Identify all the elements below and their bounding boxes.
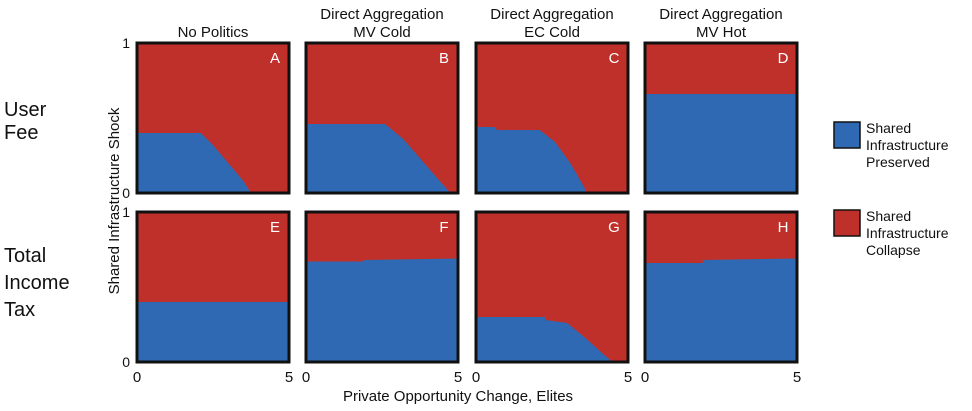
y-axis-label: Shared Infrastructure Shock bbox=[106, 107, 123, 294]
panel-b: B bbox=[304, 41, 460, 195]
row-title-1-line2: Fee bbox=[4, 122, 38, 144]
panel-d: D bbox=[643, 41, 799, 195]
y-tick-row1-0: 0 bbox=[122, 185, 130, 201]
panel-g-preserved-region bbox=[476, 317, 613, 362]
legend-swatch-collapse bbox=[833, 209, 861, 237]
y-tick-row1-1: 1 bbox=[122, 35, 130, 51]
x-tick-col4-5: 5 bbox=[793, 369, 801, 386]
column-title-1: No Politics bbox=[178, 24, 249, 41]
panel-a-frame bbox=[135, 41, 291, 195]
panel-f-preserved-region bbox=[306, 258, 458, 362]
panel-label-e: E bbox=[270, 219, 280, 236]
panel-h-preserved-region bbox=[645, 258, 797, 362]
column-title-3-line1: Direct Aggregation bbox=[490, 6, 613, 23]
panel-e-frame bbox=[135, 210, 291, 364]
x-tick-col4-0: 0 bbox=[641, 369, 649, 386]
column-title-4-line2: MV Hot bbox=[696, 24, 747, 41]
panel-c-preserved-region bbox=[476, 127, 587, 193]
panel-e-collapse-pocket bbox=[137, 227, 220, 302]
legend-label-collapse-line1: Shared bbox=[866, 208, 911, 224]
legend-swatch-preserved bbox=[833, 121, 861, 149]
legend-label-collapse-line3: Collapse bbox=[866, 242, 921, 258]
panel-d-frame bbox=[643, 41, 799, 195]
x-tick-col2-5: 5 bbox=[454, 369, 462, 386]
panel-label-c: C bbox=[609, 50, 620, 67]
panel-f: F bbox=[304, 210, 460, 364]
column-title-2-line2: MV Cold bbox=[353, 24, 411, 41]
column-title-4-line1: Direct Aggregation bbox=[659, 6, 782, 23]
panel-label-d: D bbox=[778, 50, 789, 67]
panel-h: H bbox=[643, 210, 799, 364]
column-title-3-line2: EC Cold bbox=[524, 24, 580, 41]
panel-label-g: G bbox=[608, 219, 620, 236]
x-tick-col2-0: 0 bbox=[302, 369, 310, 386]
x-tick-col1-0: 0 bbox=[133, 369, 141, 386]
x-tick-col3-0: 0 bbox=[472, 369, 480, 386]
panel-h-frame bbox=[643, 210, 799, 364]
panel-a-preserved-region bbox=[137, 133, 251, 193]
legend: SharedInfrastructurePreservedSharedInfra… bbox=[833, 120, 949, 258]
legend-label-preserved-line3: Preserved bbox=[866, 154, 930, 170]
panel-b-frame bbox=[304, 41, 460, 195]
panel-g-frame bbox=[474, 210, 630, 364]
y-tick-row2-1: 1 bbox=[122, 204, 130, 220]
row-title-2-line1: Total bbox=[4, 245, 46, 267]
panel-label-a: A bbox=[270, 50, 280, 67]
panel-e-preserved-region bbox=[137, 302, 289, 362]
panel-label-f: F bbox=[439, 219, 448, 236]
row-title-2-line3: Tax bbox=[4, 299, 35, 321]
panel-label-h: H bbox=[778, 219, 789, 236]
x-axis-label: Private Opportunity Change, Elites bbox=[343, 388, 573, 405]
row-title-1-line1: User bbox=[4, 99, 47, 121]
panel-label-b: B bbox=[439, 50, 449, 67]
legend-label-preserved-line1: Shared bbox=[866, 120, 911, 136]
panel-f-frame bbox=[304, 210, 460, 364]
legend-label-preserved-line2: Infrastructure bbox=[866, 137, 949, 153]
x-tick-col3-5: 5 bbox=[624, 369, 632, 386]
x-tick-col1-5: 5 bbox=[285, 369, 293, 386]
panels: A B C D E F G H bbox=[135, 41, 799, 364]
panel-g: G bbox=[474, 210, 630, 364]
panel-d-preserved-region bbox=[645, 94, 797, 193]
panel-c: C bbox=[474, 41, 630, 195]
panel-e: E bbox=[135, 210, 291, 364]
y-tick-row2-0: 0 bbox=[122, 354, 130, 370]
panel-a: A bbox=[135, 41, 291, 195]
panel-b-preserved-region bbox=[306, 124, 451, 193]
row-title-2-line2: Income bbox=[4, 272, 70, 294]
legend-label-collapse-line2: Infrastructure bbox=[866, 225, 949, 241]
column-title-2-line1: Direct Aggregation bbox=[320, 6, 443, 23]
panel-c-frame bbox=[474, 41, 630, 195]
